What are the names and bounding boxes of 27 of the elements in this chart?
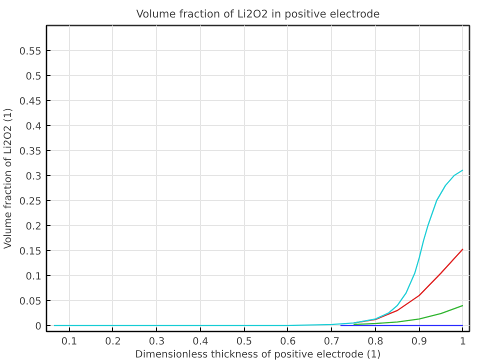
x-tick-label: 0.8 — [368, 336, 384, 348]
y-tick-label: 0.55 — [19, 46, 42, 58]
y-tick-label: 0.5 — [26, 72, 42, 82]
x-tick-label: 0.1 — [61, 336, 78, 348]
x-tick-label: 0.7 — [324, 336, 340, 348]
y-tick-label: 0.1 — [26, 272, 42, 282]
line-series — [53, 169, 464, 326]
y-tick-label: 0.2 — [26, 222, 42, 232]
x-tick-label: 1 — [460, 336, 466, 348]
y-tick-label: 0.35 — [19, 146, 42, 158]
x-tick-label: 0.9 — [411, 336, 428, 348]
y-tick-label: 0.25 — [19, 196, 42, 208]
y-axis-title: Volume fraction of Li2O2 (1) — [3, 108, 14, 250]
y-tick-label: 0.05 — [19, 296, 42, 308]
x-axis-title: Dimensionless thickness of positive electrode (1) — [135, 350, 381, 360]
y-tick-label: 0.3 — [26, 172, 42, 182]
chart-title: Volume fraction of Li2O2 in positive electrode — [136, 8, 380, 20]
x-tick-label: 0.2 — [105, 336, 121, 348]
x-tick-label: 0.5 — [236, 336, 252, 348]
x-tick-label: 0.4 — [192, 336, 208, 348]
y-tick-label: 0.4 — [26, 122, 42, 132]
x-tick-label: 0.6 — [280, 336, 296, 348]
y-tick-label: 0 — [35, 322, 42, 332]
line-series — [352, 304, 464, 326]
x-tick-label: 0.3 — [148, 336, 165, 348]
y-tick-label: 0.15 — [19, 246, 42, 258]
y-tick-label: 0.45 — [19, 96, 42, 108]
